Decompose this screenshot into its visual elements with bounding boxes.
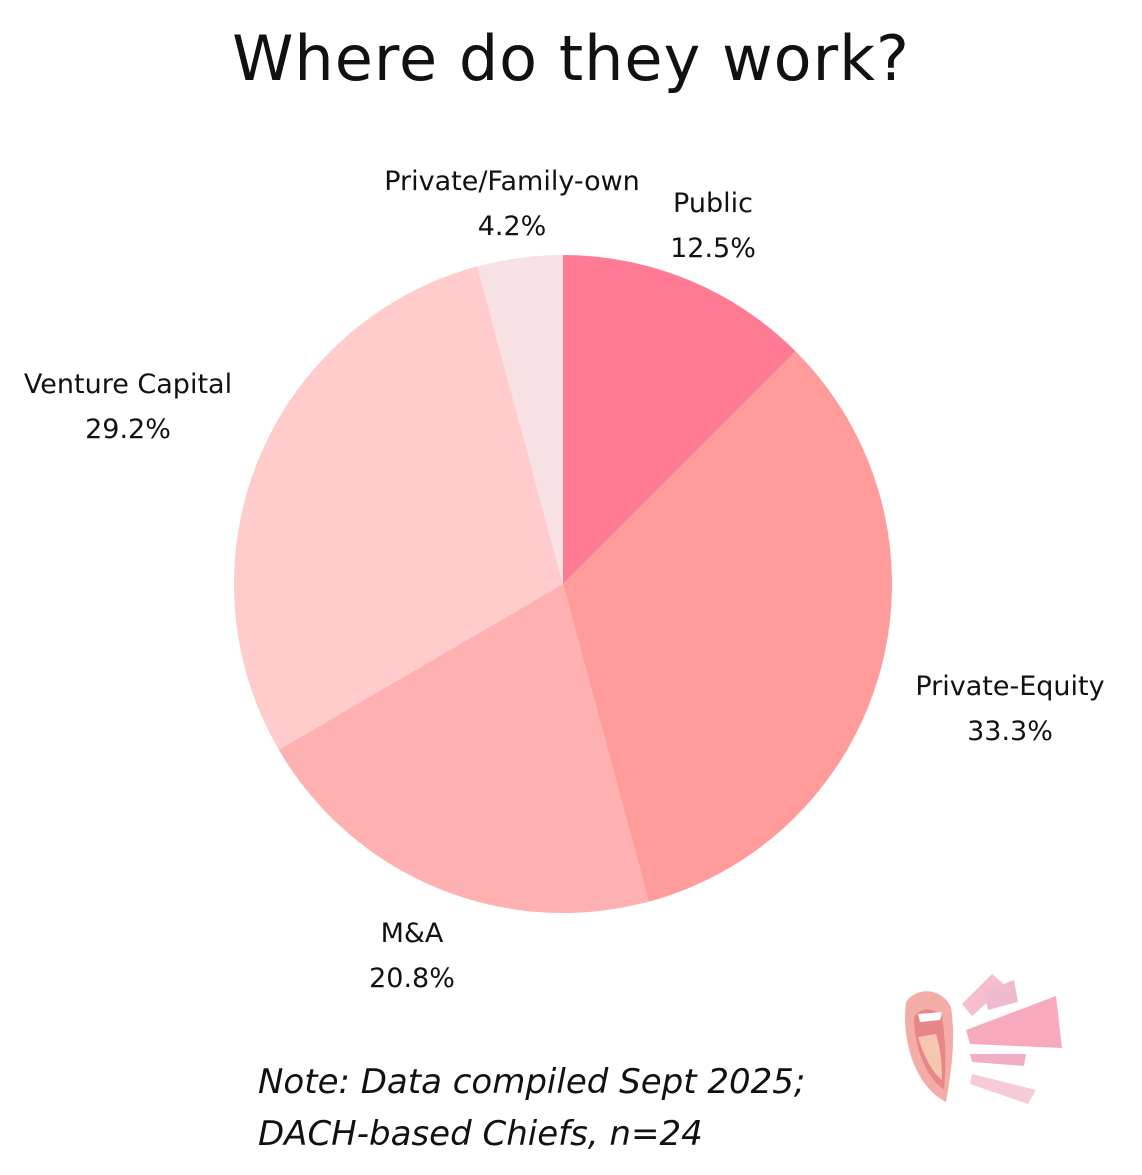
slice-label: Private/Family-own (384, 166, 640, 197)
slice-value-label: 4.2% (478, 211, 547, 242)
pie-slice-private-equity (563, 351, 892, 902)
pie-slice-private-family-own (477, 255, 563, 584)
footnote-line-1: Note: Data compiled Sept 2025; (258, 1062, 806, 1102)
slice-label: M&A (381, 918, 444, 949)
slice-value-label: 20.8% (369, 963, 455, 994)
pie-slices (233, 255, 892, 913)
shouting-mouth-logo-icon (905, 974, 1062, 1104)
footnote-line-2: DACH-based Chiefs, n=24 (258, 1114, 703, 1154)
pie-labels: Public 12.5% Private-Equity 33.3% M&A 20.8% Ve… (24, 166, 1105, 994)
slice-label: Private-Equity (915, 671, 1104, 702)
pie-slice-public (563, 255, 796, 584)
pie-slice-m-a (278, 584, 649, 913)
pie-slice-venture-capital (233, 266, 563, 750)
slice-value-label: 12.5% (670, 233, 756, 264)
slice-label: Public (673, 188, 753, 219)
chart-title: Where do they work? (232, 22, 910, 95)
footnote: Note: Data compiled Sept 2025; DACH-base… (258, 1056, 805, 1160)
slice-label: Venture Capital (24, 369, 232, 400)
slice-value-label: 33.3% (967, 716, 1053, 747)
slice-value-label: 29.2% (85, 414, 171, 445)
